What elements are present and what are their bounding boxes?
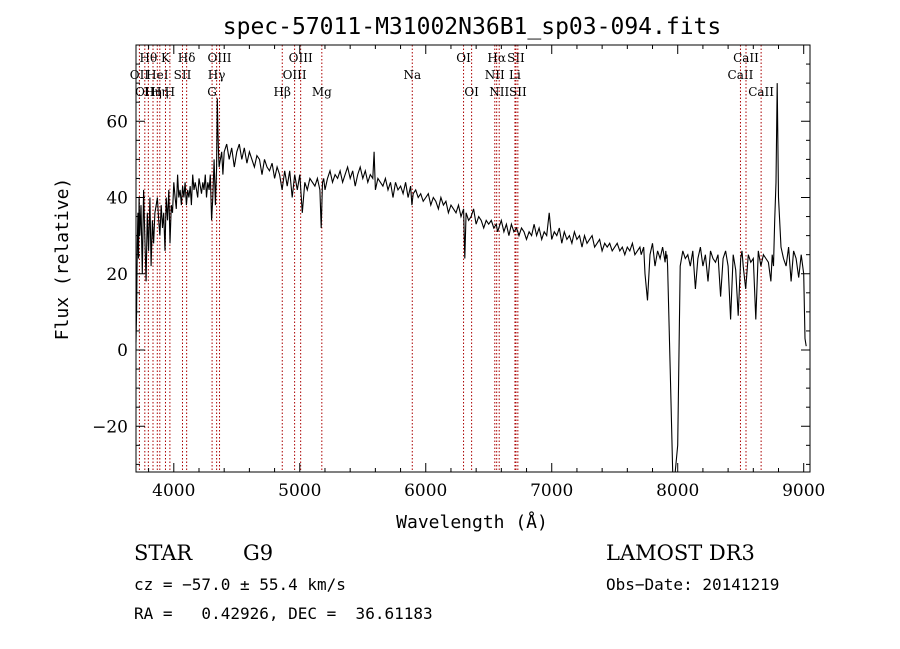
- line-marker-label: OI: [456, 51, 471, 65]
- line-marker-label: G: [207, 85, 217, 99]
- line-marker-label: HeI: [146, 68, 169, 82]
- line-marker-label: Hη: [151, 85, 169, 99]
- line-marker-label: NII: [485, 68, 505, 82]
- line-marker-label: OIII: [283, 68, 307, 82]
- line-marker-label: Hγ: [208, 68, 226, 82]
- ra-dec-coordinates: RA = 0.42926, DEC = 36.61183: [134, 604, 433, 623]
- y-tick-label: 40: [106, 189, 128, 209]
- line-marker-label: NII: [489, 85, 509, 99]
- line-marker-label: CaII: [748, 85, 774, 99]
- y-axis-label: Flux (relative): [52, 178, 73, 341]
- observation-date: Obs−Date: 20141219: [606, 575, 779, 594]
- x-tick-label: 6000: [404, 481, 447, 501]
- line-marker-label: Mg: [312, 85, 332, 99]
- redshift-velocity: cz = −57.0 ± 55.4 km/s: [134, 575, 346, 594]
- line-marker-label: Li: [509, 68, 521, 82]
- object-subclass: G9: [243, 541, 273, 565]
- object-class: STAR: [134, 541, 193, 565]
- spectrum-line: [135, 83, 807, 473]
- plot-frame: [135, 44, 811, 473]
- y-tick-label: 0: [117, 341, 128, 361]
- line-marker-label: H: [165, 85, 175, 99]
- line-marker-label: Hα: [487, 51, 506, 65]
- line-markers: OIIOIIHθHηHeIHηKHSIIHδGHγOIIIHβOIIIOIIIM…: [130, 45, 774, 472]
- line-marker-label: CaII: [733, 51, 759, 65]
- x-axis-label: Wavelength (Å): [396, 511, 548, 533]
- line-marker-label: OIII: [289, 51, 313, 65]
- x-tick-label: 4000: [152, 481, 195, 501]
- y-axis: −20 0 20 40 60: [92, 44, 810, 465]
- x-tick-label: 9000: [782, 481, 825, 501]
- x-tick-label: 5000: [278, 481, 321, 501]
- x-tick-label: 7000: [530, 481, 573, 501]
- chart-title: spec-57011-M31002N36B1_sp03-094.fits: [223, 14, 722, 40]
- line-marker-label: K: [161, 51, 171, 65]
- line-marker-label: SII: [509, 85, 527, 99]
- line-marker-label: Na: [403, 68, 421, 82]
- x-tick-label: 8000: [656, 481, 699, 501]
- y-tick-label: 20: [106, 265, 128, 285]
- x-axis: 4000 5000 6000 7000 8000 9000: [148, 45, 825, 501]
- line-marker-label: OIII: [207, 51, 231, 65]
- line-marker-label: SII: [507, 51, 525, 65]
- line-marker-label: SII: [174, 68, 192, 82]
- y-tick-label: 60: [106, 112, 128, 132]
- line-marker-label: CaII: [728, 68, 754, 82]
- line-marker-label: Hδ: [178, 51, 196, 65]
- line-marker-label: OI: [464, 85, 479, 99]
- line-marker-label: Hβ: [274, 85, 291, 99]
- line-marker-label: Hθ: [139, 51, 157, 65]
- y-tick-label: −20: [92, 417, 128, 437]
- line-marker-label: OII: [135, 85, 155, 99]
- survey-name: LAMOST DR3: [606, 541, 755, 565]
- line-marker-label: OII: [130, 68, 150, 82]
